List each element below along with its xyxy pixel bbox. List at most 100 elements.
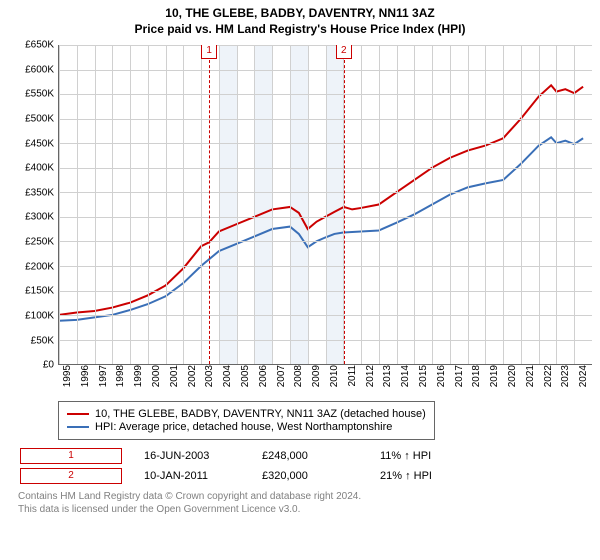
y-tick-label: £550K — [25, 89, 54, 100]
gridline-v — [326, 45, 327, 364]
y-tick-label: £150K — [25, 286, 54, 297]
footer-line-1: Contains HM Land Registry data © Crown c… — [18, 490, 592, 503]
gridline-v — [468, 45, 469, 364]
x-tick-label: 1995 — [62, 365, 73, 387]
x-tick-label: 2010 — [329, 365, 340, 387]
x-tick-label: 2008 — [293, 365, 304, 387]
y-tick-label: £450K — [25, 138, 54, 149]
transaction-price: £320,000 — [262, 470, 362, 482]
gridline-v — [539, 45, 540, 364]
y-axis: £0£50K£100K£150K£200K£250K£300K£350K£400… — [8, 45, 58, 365]
gridline-v — [272, 45, 273, 364]
x-tick-label: 2022 — [543, 365, 554, 387]
x-tick-label: 2013 — [382, 365, 393, 387]
gridline-v — [95, 45, 96, 364]
x-tick-label: 2009 — [311, 365, 322, 387]
transaction-date: 10-JAN-2011 — [144, 470, 244, 482]
gridline-v — [503, 45, 504, 364]
footer-line-2: This data is licensed under the Open Gov… — [18, 503, 592, 516]
transaction-vs-hpi: 21% ↑ HPI — [380, 470, 480, 482]
gridline-v — [112, 45, 113, 364]
gridline-v — [414, 45, 415, 364]
y-tick-label: £300K — [25, 212, 54, 223]
gridline-v — [485, 45, 486, 364]
x-tick-label: 2001 — [169, 365, 180, 387]
gridline-v — [201, 45, 202, 364]
plot-area: 12 — [58, 45, 592, 365]
legend-row: HPI: Average price, detached house, West… — [67, 421, 426, 433]
y-tick-label: £350K — [25, 187, 54, 198]
legend-label: HPI: Average price, detached house, West… — [95, 421, 392, 433]
marker-box-1: 1 — [201, 45, 217, 59]
legend: 10, THE GLEBE, BADBY, DAVENTRY, NN11 3AZ… — [58, 401, 435, 440]
x-tick-label: 2018 — [471, 365, 482, 387]
y-tick-label: £200K — [25, 261, 54, 272]
gridline-v — [450, 45, 451, 364]
gridline-v — [237, 45, 238, 364]
gridline-v — [219, 45, 220, 364]
data-source-footer: Contains HM Land Registry data © Crown c… — [18, 490, 592, 516]
gridline-v — [574, 45, 575, 364]
y-tick-label: £50K — [31, 335, 54, 346]
gridline-v — [130, 45, 131, 364]
gridline-v — [290, 45, 291, 364]
transactions-list: 116-JUN-2003£248,00011% ↑ HPI210-JAN-201… — [8, 448, 592, 484]
gridline-v — [148, 45, 149, 364]
x-tick-label: 2002 — [187, 365, 198, 387]
x-tick-label: 2015 — [418, 365, 429, 387]
gridline-v — [379, 45, 380, 364]
gridline-v — [397, 45, 398, 364]
x-tick-label: 2024 — [578, 365, 589, 387]
x-tick-label: 2014 — [400, 365, 411, 387]
x-tick-label: 2017 — [454, 365, 465, 387]
gridline-v — [254, 45, 255, 364]
x-tick-label: 2007 — [276, 365, 287, 387]
legend-row: 10, THE GLEBE, BADBY, DAVENTRY, NN11 3AZ… — [67, 408, 426, 420]
transaction-date: 16-JUN-2003 — [144, 450, 244, 462]
x-tick-label: 2012 — [365, 365, 376, 387]
x-tick-label: 1996 — [80, 365, 91, 387]
gridline-v — [432, 45, 433, 364]
y-tick-label: £250K — [25, 237, 54, 248]
x-tick-label: 2006 — [258, 365, 269, 387]
title-line-1: 10, THE GLEBE, BADBY, DAVENTRY, NN11 3AZ — [8, 6, 592, 22]
gridline-v — [361, 45, 362, 364]
transaction-row: 210-JAN-2011£320,00021% ↑ HPI — [20, 468, 592, 484]
gridline-v — [343, 45, 344, 364]
transaction-row: 1 16-JUN-2003 £248,000 11% ↑ HPI — [20, 448, 592, 464]
gridline-v — [166, 45, 167, 364]
marker-box-2: 2 — [336, 45, 352, 59]
legend-label: 10, THE GLEBE, BADBY, DAVENTRY, NN11 3AZ… — [95, 408, 426, 420]
x-tick-label: 1999 — [133, 365, 144, 387]
line-chart: £0£50K£100K£150K£200K£250K£300K£350K£400… — [8, 45, 592, 395]
x-tick-label: 2016 — [436, 365, 447, 387]
transaction-vs-hpi: 11% ↑ HPI — [380, 450, 480, 462]
y-tick-label: £0 — [43, 360, 54, 371]
title-line-2: Price paid vs. HM Land Registry's House … — [8, 22, 592, 38]
x-tick-label: 2004 — [222, 365, 233, 387]
series-price_paid — [59, 85, 583, 315]
x-tick-label: 1998 — [115, 365, 126, 387]
legend-swatch — [67, 426, 89, 428]
y-tick-label: £500K — [25, 114, 54, 125]
transaction-price: £248,000 — [262, 450, 362, 462]
x-axis: 1995 1996 1997 1998 1999 2000 2001 2002 2003 2004… — [58, 365, 592, 395]
gridline-v — [521, 45, 522, 364]
page-title: 10, THE GLEBE, BADBY, DAVENTRY, NN11 3AZ… — [8, 6, 592, 37]
x-tick-label: 2003 — [204, 365, 215, 387]
x-tick-label: 2005 — [240, 365, 251, 387]
y-tick-label: £600K — [25, 64, 54, 75]
x-tick-label: 2011 — [347, 365, 358, 387]
legend-swatch — [67, 413, 89, 415]
gridline-v — [183, 45, 184, 364]
gridline-v — [59, 45, 60, 364]
x-tick-label: 2000 — [151, 365, 162, 387]
gridline-v — [308, 45, 309, 364]
x-tick-label: 2020 — [507, 365, 518, 387]
gridline-v — [556, 45, 557, 364]
series-hpi — [59, 137, 583, 321]
y-tick-label: £400K — [25, 163, 54, 174]
x-tick-label: 1997 — [98, 365, 109, 387]
gridline-v — [77, 45, 78, 364]
transaction-marker: 1 — [20, 448, 122, 464]
